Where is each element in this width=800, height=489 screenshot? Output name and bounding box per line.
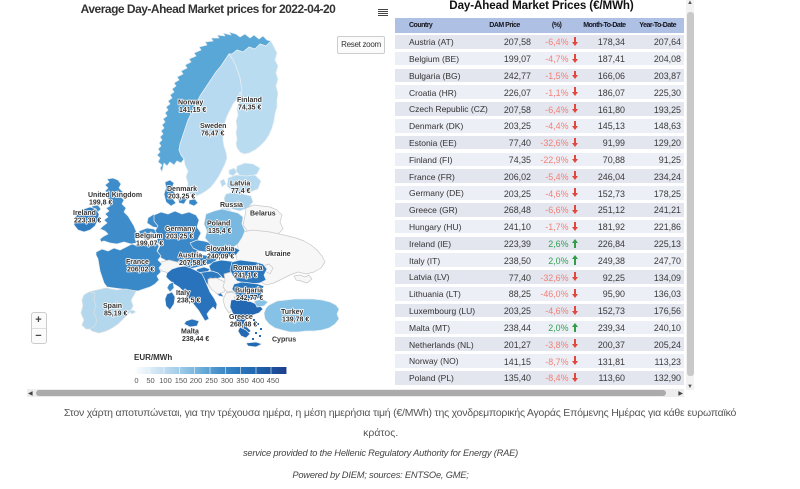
svg-text:Cyprus: Cyprus (272, 337, 296, 344)
svg-text:77,4 €: 77,4 € (231, 188, 251, 195)
svg-text:Italy: Italy (176, 290, 190, 297)
svg-text:203,25 €: 203,25 € (168, 194, 195, 201)
svg-text:Malta: Malta (181, 329, 199, 336)
svg-text:223,39 €: 223,39 € (74, 218, 101, 225)
svg-text:Spain: Spain (103, 303, 122, 310)
svg-text:Slovakia: Slovakia (206, 246, 235, 253)
svg-text:199,07 €: 199,07 € (136, 241, 163, 248)
svg-text:Romania: Romania (233, 265, 263, 272)
svg-text:Denmark: Denmark (167, 186, 197, 193)
svg-text:Belarus: Belarus (250, 211, 276, 218)
svg-text:141,15 €: 141,15 € (179, 107, 206, 114)
svg-text:76,47 €: 76,47 € (201, 131, 224, 138)
svg-text:238,5 €: 238,5 € (177, 298, 200, 305)
svg-text:207,58 €: 207,58 € (179, 260, 206, 267)
svg-text:139,78 €: 139,78 € (282, 317, 309, 324)
svg-text:240,09 €: 240,09 € (207, 254, 234, 261)
svg-text:United Kingdom: United Kingdom (88, 192, 142, 199)
svg-text:238,44 €: 238,44 € (182, 336, 209, 343)
svg-text:268,48 €: 268,48 € (230, 322, 257, 329)
svg-text:France: France (126, 259, 149, 266)
svg-text:74,35 €: 74,35 € (238, 105, 261, 112)
svg-text:Belgium: Belgium (135, 233, 163, 240)
svg-text:199,8 €: 199,8 € (89, 200, 112, 207)
svg-text:135,4 €: 135,4 € (208, 228, 231, 235)
svg-text:Latvia: Latvia (230, 181, 250, 188)
svg-text:Turkey: Turkey (281, 309, 304, 316)
svg-text:Germany: Germany (165, 226, 195, 233)
svg-text:Greece: Greece (229, 314, 253, 321)
svg-text:Poland: Poland (207, 221, 230, 228)
svg-text:206,02 €: 206,02 € (127, 267, 154, 274)
svg-text:Norway: Norway (178, 100, 203, 107)
svg-text:203,25 €: 203,25 € (166, 234, 193, 241)
svg-text:241,1 €: 241,1 € (234, 273, 257, 280)
svg-text:Ireland: Ireland (73, 210, 96, 217)
svg-text:242,77 €: 242,77 € (236, 295, 263, 302)
svg-text:Finland: Finland (237, 97, 262, 104)
svg-text:Bulgaria: Bulgaria (235, 288, 263, 295)
svg-text:Russia: Russia (220, 202, 243, 209)
svg-text:Austria: Austria (178, 253, 202, 260)
svg-text:85,19 €: 85,19 € (104, 311, 127, 318)
svg-text:Ukraine: Ukraine (265, 251, 291, 258)
svg-text:Sweden: Sweden (200, 123, 226, 130)
